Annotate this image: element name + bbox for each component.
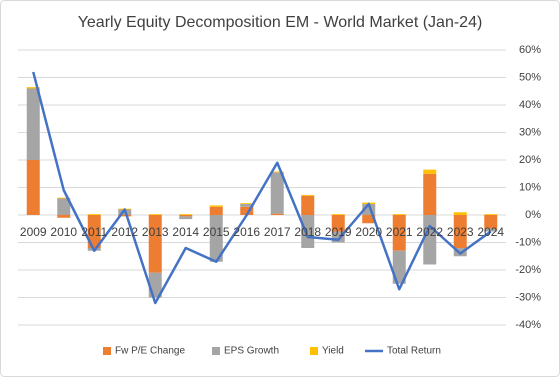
- bar-segment: [118, 215, 132, 217]
- bar-segment: [26, 87, 40, 89]
- bar-segment: [484, 228, 498, 232]
- y-tick-label: -40%: [515, 319, 541, 331]
- bar-segment: [179, 214, 193, 215]
- bar-segment: [453, 215, 467, 248]
- bar-segment: [209, 206, 223, 215]
- bar-segment: [331, 215, 345, 232]
- bar-segment: [301, 194, 315, 196]
- bar-segment: [270, 172, 284, 214]
- y-tick-label: 60%: [519, 44, 541, 56]
- y-tick-label: 50%: [519, 71, 541, 83]
- x-tick-label: 2015: [203, 225, 230, 239]
- bar-segment: [179, 216, 193, 220]
- x-tick-label: 2020: [355, 225, 382, 239]
- bar-segment: [331, 231, 345, 243]
- x-tick-label: 2014: [172, 225, 199, 239]
- bar-segment: [301, 195, 315, 215]
- bar-segment: [57, 198, 71, 215]
- y-tick-label: 30%: [519, 126, 541, 138]
- bar-segment: [362, 204, 376, 215]
- y-tick-label: -10%: [515, 236, 541, 248]
- bar-segment: [26, 88, 40, 160]
- bar-segment: [423, 173, 437, 215]
- legend-swatch: [212, 347, 220, 355]
- legend-label: Total Return: [387, 346, 441, 357]
- legend-swatch: [310, 347, 318, 355]
- x-tick-label: 2019: [325, 225, 352, 239]
- y-tick-label: -30%: [515, 291, 541, 303]
- line-series: [32, 71, 492, 305]
- x-tick-label: 2024: [477, 225, 504, 239]
- legend-label: Yield: [322, 346, 344, 357]
- bar-segment: [87, 214, 101, 215]
- bar-segment: [240, 206, 254, 215]
- legend-label: Fw P/E Change: [115, 346, 185, 357]
- bar-segment: [87, 215, 101, 248]
- x-tick-label: 2010: [50, 225, 77, 239]
- x-tick-label: 2009: [20, 225, 47, 239]
- x-tick-label: 2012: [111, 225, 138, 239]
- bar-segment: [57, 197, 71, 199]
- x-tick-label: 2018: [294, 225, 321, 239]
- chart-title: Yearly Equity Decomposition EM - World M…: [78, 14, 483, 31]
- x-tick-label: 2013: [142, 225, 169, 239]
- bar-segment: [392, 214, 406, 215]
- bar-segment: [270, 171, 284, 173]
- bar-segment: [148, 215, 162, 273]
- legend-swatch: [103, 347, 111, 355]
- bar-segment: [209, 205, 223, 207]
- bar-segment: [484, 215, 498, 229]
- bar-segment: [331, 214, 345, 215]
- x-tick-label: 2022: [416, 225, 443, 239]
- x-tick-label: 2023: [447, 225, 474, 239]
- bar-segment: [270, 213, 284, 215]
- bar-segment: [179, 215, 193, 217]
- y-tick-label: -20%: [515, 264, 541, 276]
- bar-segment: [484, 214, 498, 215]
- y-tick-label: 0%: [525, 209, 541, 221]
- y-tick-label: 10%: [519, 181, 541, 193]
- bar-segment: [301, 215, 315, 248]
- x-tick-label: 2021: [386, 225, 413, 239]
- bar-segment: [240, 204, 254, 207]
- x-tick-label: 2016: [233, 225, 260, 239]
- bar-segment: [57, 215, 71, 218]
- y-tick-label: 20%: [519, 154, 541, 166]
- bar-segment: [423, 215, 437, 265]
- bar-segment: [240, 203, 254, 204]
- bar-segment: [453, 212, 467, 215]
- bar-segment: [148, 214, 162, 215]
- y-tick-label: 40%: [519, 99, 541, 111]
- bar-segment: [392, 215, 406, 251]
- x-tick-label: 2011: [81, 225, 107, 239]
- legend-label: EPS Growth: [224, 346, 279, 357]
- bar-segment: [362, 215, 376, 224]
- x-tick-label: 2017: [264, 225, 291, 239]
- bar-segment: [392, 250, 406, 284]
- bar-segment: [423, 169, 437, 174]
- bar-segment: [209, 215, 223, 262]
- bar-segment: [26, 160, 40, 215]
